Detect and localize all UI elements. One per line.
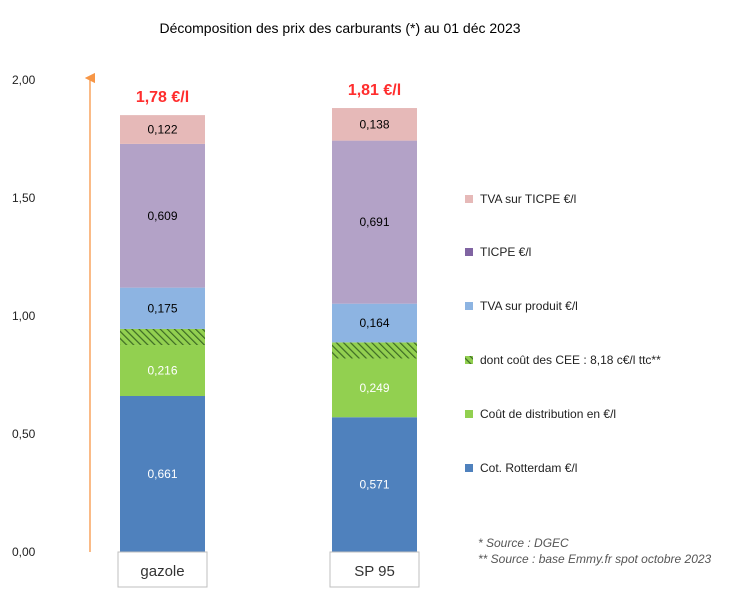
data-label: 0,249	[359, 381, 389, 395]
data-label: 0,609	[147, 209, 177, 223]
bar-segment	[120, 345, 205, 397]
legend-entry: Coût de distribution en €/l	[480, 407, 616, 421]
y-tick-label: 2,00	[12, 73, 36, 87]
source-note-1: * Source : DGEC	[478, 536, 569, 550]
data-label: 0,661	[147, 467, 177, 481]
bar-segment	[332, 417, 417, 552]
bars: 0,661 0,216 0,175 0,609 0,122 1,78 €/l 0,571 0,…	[120, 82, 417, 552]
y-tick-label: 1,50	[12, 191, 36, 205]
data-label: 0,216	[147, 364, 177, 378]
y-tick-label: 1,00	[12, 309, 36, 323]
legend-swatch	[465, 410, 473, 418]
total-label: 1,78 €/l	[136, 89, 189, 106]
category-label: SP 95	[354, 563, 395, 580]
bar-segment	[332, 140, 417, 304]
legend-entry: Cot. Rotterdam €/l	[480, 461, 577, 475]
legend-swatch	[465, 464, 473, 472]
legend-swatch	[465, 195, 473, 203]
total-label: 1,81 €/l	[348, 82, 401, 99]
y-tick-label: 0,00	[12, 545, 36, 559]
bar-segment	[120, 143, 205, 288]
data-label: 0,122	[147, 123, 177, 137]
bar-segment	[332, 342, 417, 359]
y-axis: 0,00 0,50 1,00 1,50 2,00	[12, 73, 36, 559]
data-label: 0,691	[359, 215, 389, 229]
legend-swatch	[465, 356, 473, 364]
bar-segment	[332, 358, 417, 418]
legend-entry: TICPE €/l	[480, 245, 531, 259]
legend-entry: TVA sur produit €/l	[480, 299, 578, 313]
category-box	[117, 551, 208, 588]
bar-segment	[120, 396, 205, 552]
category-label: gazole	[140, 563, 184, 580]
legend-entry: TVA sur TICPE €/l	[480, 192, 576, 206]
data-label: 0,138	[359, 117, 389, 131]
category-box	[329, 551, 420, 588]
legend-entry: dont coût des CEE : 8,18 c€/l ttc**	[480, 353, 661, 367]
data-label: 0,571	[359, 478, 389, 492]
bar-segment	[332, 108, 417, 141]
bar-segment	[120, 287, 205, 329]
data-label: 0,175	[147, 301, 177, 315]
y-tick-label: 0,50	[12, 427, 36, 441]
legend: TVA sur TICPE €/l TICPE €/l TVA sur produi…	[465, 192, 661, 475]
category-axis: gazole SP 95	[117, 551, 420, 588]
bar-segment	[332, 303, 417, 343]
bar-segment	[120, 328, 205, 346]
legend-swatch	[465, 302, 473, 310]
chart-title: Décomposition des prix des carburants (*…	[159, 20, 520, 36]
bar-segment	[120, 115, 205, 144]
legend-swatch	[465, 248, 473, 256]
source-note-2: ** Source : base Emmy.fr spot octobre 20…	[478, 552, 712, 566]
data-label: 0,164	[359, 316, 389, 330]
